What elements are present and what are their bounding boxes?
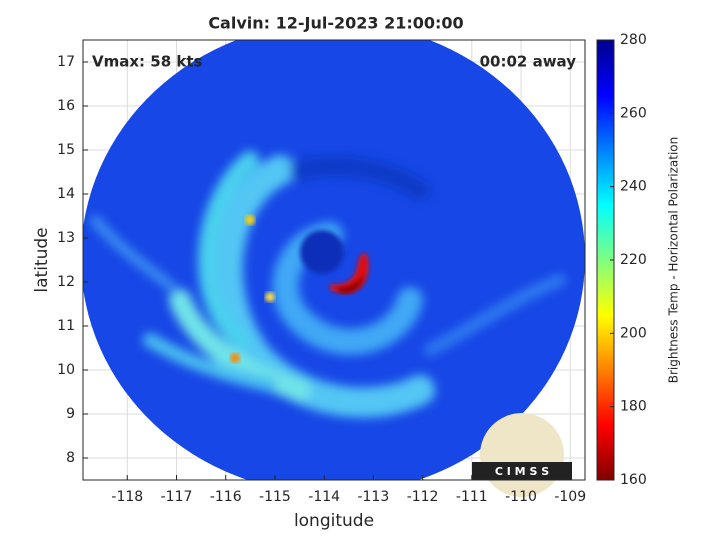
chart-title: Calvin: 12-Jul-2023 21:00:00: [208, 14, 463, 33]
plot-frame: [82, 39, 586, 481]
colorbar-tick-label: 220: [620, 252, 647, 268]
colorbar-tick-label: 280: [620, 32, 647, 48]
y-tick-label: 17: [57, 54, 75, 70]
x-axis-label: longitude: [294, 511, 374, 531]
x-tick-label: -110: [505, 489, 537, 505]
x-tick-label: -111: [456, 489, 488, 505]
y-tick-label: 11: [57, 318, 75, 334]
colorbar-tick-label: 260: [620, 105, 647, 121]
x-tick-label: -115: [259, 489, 291, 505]
y-tick-label: 9: [66, 406, 75, 422]
logo: C I M S S: [472, 413, 572, 497]
x-tick-label: -117: [161, 489, 193, 505]
annotation: 00:02 away: [480, 53, 577, 71]
colorbar-tick-label: 200: [620, 325, 647, 341]
y-tick-label: 14: [57, 186, 75, 202]
convection: [230, 353, 240, 363]
y-tick-label: 8: [66, 450, 75, 466]
convection: [245, 215, 255, 225]
x-tick-label: -112: [407, 489, 439, 505]
y-tick-label: 12: [57, 274, 75, 290]
x-tick-label: -118: [111, 489, 143, 505]
eye: [300, 230, 344, 274]
logo-disc: [480, 413, 564, 497]
annotation: Vmax: 58 kts: [92, 53, 202, 71]
eyewall-core: [338, 275, 364, 294]
colorbar-tick-label: 160: [620, 472, 647, 488]
satellite-image: [83, 40, 585, 480]
colorbar-tick-label: 180: [620, 399, 647, 415]
logo-text: C I M S S: [495, 465, 549, 478]
y-tick-label: 10: [57, 362, 75, 378]
y-tick-label: 16: [57, 98, 75, 114]
colorbar-label: Brightness Temp - Horizontal Polarizatio…: [667, 137, 681, 384]
colorbar-tick-label: 240: [620, 179, 647, 195]
x-tick-label: -109: [554, 489, 586, 505]
rain-bands: [90, 151, 566, 418]
convection: [265, 292, 275, 302]
y-tick-label: 13: [57, 230, 75, 246]
y-tick-label: 15: [57, 142, 75, 158]
y-axis-label: latitude: [32, 227, 52, 292]
x-tick-label: -114: [308, 489, 340, 505]
logo-band: [472, 462, 572, 480]
x-tick-label: -116: [210, 489, 242, 505]
x-tick-label: -113: [357, 489, 389, 505]
